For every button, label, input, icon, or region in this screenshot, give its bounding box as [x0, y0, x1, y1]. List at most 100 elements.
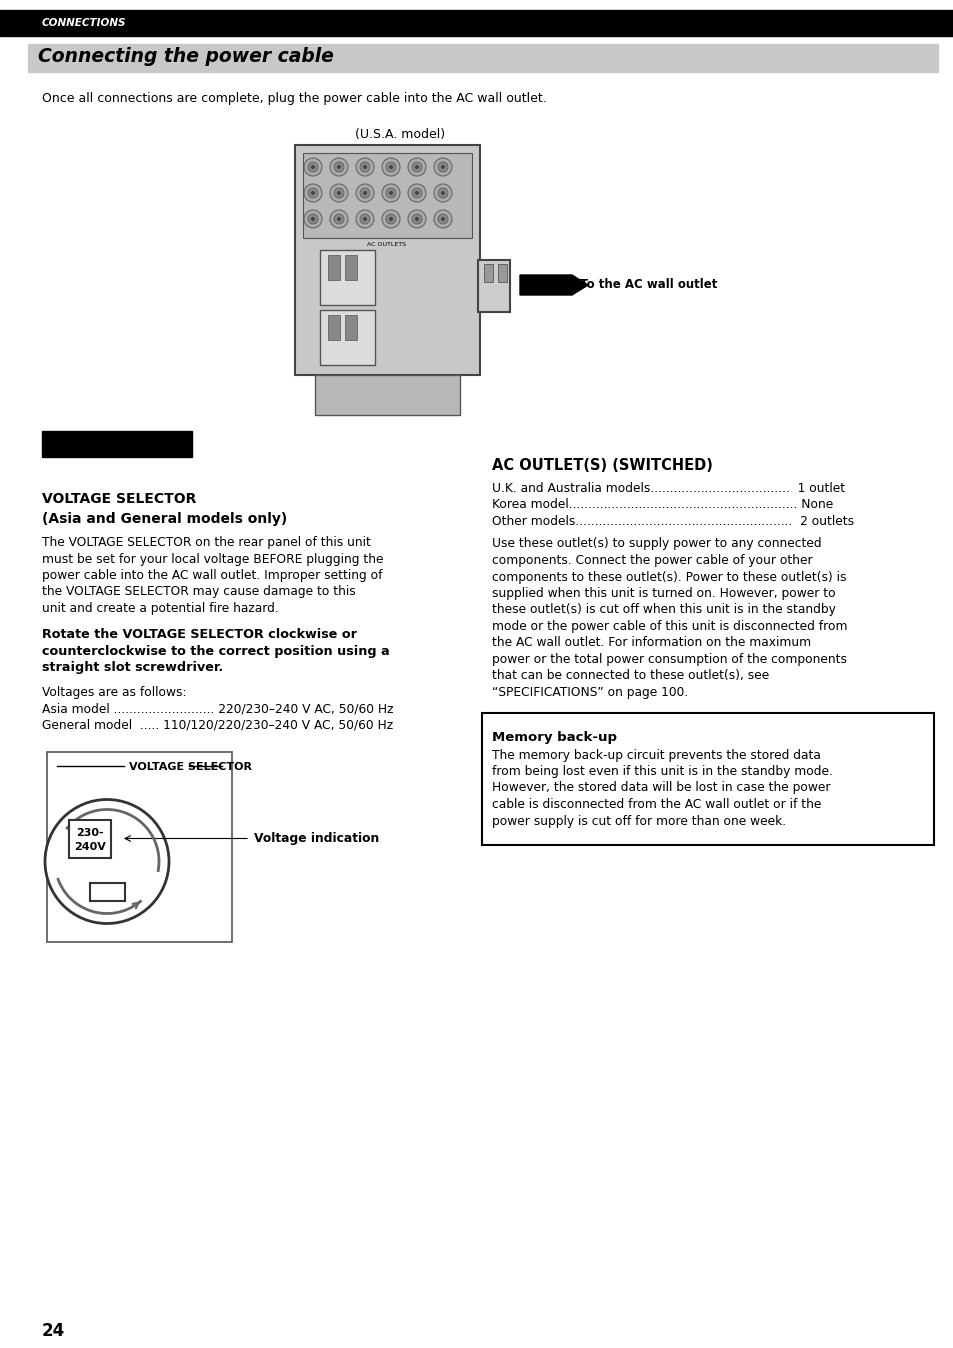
Text: power or the total power consumption of the components: power or the total power consumption of …	[492, 652, 846, 666]
Circle shape	[334, 214, 344, 224]
Circle shape	[389, 191, 393, 195]
Circle shape	[381, 210, 399, 228]
Circle shape	[308, 162, 317, 173]
Circle shape	[311, 164, 314, 168]
Text: VOLTAGE SELECTOR: VOLTAGE SELECTOR	[129, 762, 252, 771]
Circle shape	[412, 187, 421, 198]
Bar	[294, 146, 479, 375]
Text: The VOLTAGE SELECTOR on the rear panel of this unit: The VOLTAGE SELECTOR on the rear panel o…	[42, 537, 371, 549]
Circle shape	[330, 183, 348, 202]
Circle shape	[386, 214, 395, 224]
Text: Other models........................................................  2 outlets: Other models............................…	[492, 515, 853, 528]
Text: 230-: 230-	[76, 828, 104, 837]
Circle shape	[412, 214, 421, 224]
Text: Korea model........................................................... None: Korea model.............................…	[492, 499, 832, 511]
Text: Use these outlet(s) to supply power to any connected: Use these outlet(s) to supply power to a…	[492, 538, 821, 550]
Circle shape	[330, 210, 348, 228]
Circle shape	[440, 164, 444, 168]
Bar	[319, 310, 375, 365]
Circle shape	[304, 210, 322, 228]
Bar	[303, 154, 472, 239]
Text: Connecting the power cable: Connecting the power cable	[38, 47, 334, 66]
Circle shape	[330, 158, 348, 177]
Text: power supply is cut off for more than one week.: power supply is cut off for more than on…	[492, 814, 785, 828]
Circle shape	[381, 158, 399, 177]
Text: “SPECIFICATIONS” on page 100.: “SPECIFICATIONS” on page 100.	[492, 686, 687, 700]
Text: components. Connect the power cable of your other: components. Connect the power cable of y…	[492, 554, 812, 568]
Text: 240V: 240V	[74, 841, 106, 852]
Circle shape	[308, 187, 317, 198]
Circle shape	[334, 187, 344, 198]
Circle shape	[408, 158, 426, 177]
Bar	[69, 820, 111, 857]
Text: the VOLTAGE SELECTOR may cause damage to this: the VOLTAGE SELECTOR may cause damage to…	[42, 585, 355, 599]
Bar	[477, 260, 510, 311]
Circle shape	[437, 187, 448, 198]
Circle shape	[336, 164, 340, 168]
FancyArrow shape	[519, 275, 587, 295]
Bar	[481, 713, 933, 845]
Text: unit and create a potential fire hazard.: unit and create a potential fire hazard.	[42, 603, 278, 615]
Text: CAUTION: CAUTION	[84, 464, 150, 476]
Text: that can be connected to these outlet(s), see: that can be connected to these outlet(s)…	[492, 670, 768, 682]
Circle shape	[355, 183, 374, 202]
Text: U.K. and Australia models....................................  1 outlet: U.K. and Australia models...............…	[492, 483, 844, 495]
Text: Voltages are as follows:: Voltages are as follows:	[42, 686, 186, 700]
Text: Memory back-up: Memory back-up	[492, 731, 617, 744]
Circle shape	[434, 210, 452, 228]
Circle shape	[355, 158, 374, 177]
Circle shape	[359, 162, 370, 173]
Bar	[47, 751, 232, 941]
Text: components to these outlet(s). Power to these outlet(s) is: components to these outlet(s). Power to …	[492, 570, 845, 584]
Text: To the AC wall outlet: To the AC wall outlet	[579, 279, 717, 291]
Text: from being lost even if this unit is in the standby mode.: from being lost even if this unit is in …	[492, 766, 832, 778]
Circle shape	[415, 191, 418, 195]
Text: Voltage indication: Voltage indication	[253, 832, 379, 845]
Circle shape	[311, 217, 314, 221]
Circle shape	[363, 191, 367, 195]
Bar	[42, 431, 192, 457]
Text: these outlet(s) is cut off when this unit is in the standby: these outlet(s) is cut off when this uni…	[492, 604, 835, 616]
Text: General model  ..... 110/120/220/230–240 V AC, 50/60 Hz: General model ..... 110/120/220/230–240 …	[42, 718, 393, 732]
Circle shape	[415, 217, 418, 221]
Bar	[483, 264, 493, 282]
Circle shape	[336, 217, 340, 221]
Bar	[90, 883, 125, 900]
Circle shape	[381, 183, 399, 202]
Text: AC OUTLET(S) (SWITCHED): AC OUTLET(S) (SWITCHED)	[492, 458, 712, 473]
Text: 24: 24	[42, 1322, 65, 1340]
Bar	[328, 255, 339, 280]
Text: (Asia and General models only): (Asia and General models only)	[42, 512, 287, 526]
Circle shape	[437, 214, 448, 224]
Text: counterclockwise to the correct position using a: counterclockwise to the correct position…	[42, 644, 390, 658]
Bar	[0, 9, 953, 36]
Text: straight slot screwdriver.: straight slot screwdriver.	[42, 662, 223, 674]
Circle shape	[386, 187, 395, 198]
Text: power cable into the AC wall outlet. Improper setting of: power cable into the AC wall outlet. Imp…	[42, 569, 382, 582]
Circle shape	[434, 158, 452, 177]
Circle shape	[336, 191, 340, 195]
Text: Once all connections are complete, plug the power cable into the AC wall outlet.: Once all connections are complete, plug …	[42, 92, 546, 105]
Bar	[314, 375, 459, 415]
Bar	[345, 315, 356, 340]
Circle shape	[304, 158, 322, 177]
Text: supplied when this unit is turned on. However, power to: supplied when this unit is turned on. Ho…	[492, 586, 835, 600]
Bar	[345, 255, 356, 280]
Circle shape	[415, 164, 418, 168]
Text: mode or the power cable of this unit is disconnected from: mode or the power cable of this unit is …	[492, 620, 846, 634]
Circle shape	[408, 210, 426, 228]
Bar	[28, 44, 937, 71]
Circle shape	[440, 191, 444, 195]
Text: must be set for your local voltage BEFORE plugging the: must be set for your local voltage BEFOR…	[42, 553, 383, 566]
Text: AC OUTLETS: AC OUTLETS	[367, 243, 406, 247]
Circle shape	[359, 214, 370, 224]
Circle shape	[412, 162, 421, 173]
Circle shape	[437, 162, 448, 173]
Circle shape	[363, 164, 367, 168]
Text: cable is disconnected from the AC wall outlet or if the: cable is disconnected from the AC wall o…	[492, 798, 821, 811]
Circle shape	[355, 210, 374, 228]
Circle shape	[359, 187, 370, 198]
Circle shape	[304, 183, 322, 202]
Text: The memory back-up circuit prevents the stored data: The memory back-up circuit prevents the …	[492, 748, 820, 762]
Circle shape	[389, 164, 393, 168]
